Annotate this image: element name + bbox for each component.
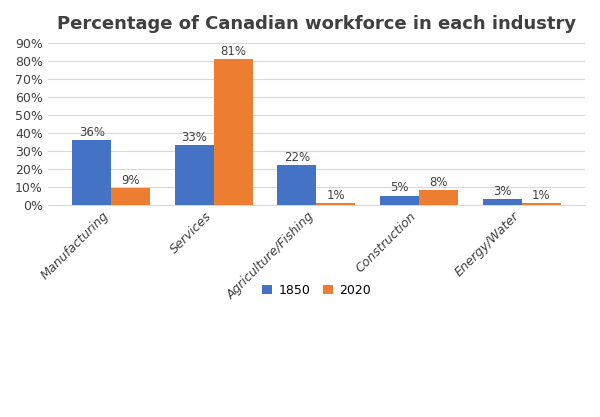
Text: 36%: 36% <box>79 126 105 139</box>
Bar <box>482 199 521 204</box>
Text: 5%: 5% <box>390 181 409 194</box>
Bar <box>277 165 316 204</box>
Text: 3%: 3% <box>493 185 511 198</box>
Bar <box>419 190 458 204</box>
Bar <box>111 188 150 204</box>
Text: 22%: 22% <box>284 151 310 164</box>
Bar <box>175 145 214 204</box>
Bar <box>521 203 560 204</box>
Bar <box>72 140 111 204</box>
Text: 33%: 33% <box>181 131 207 144</box>
Bar <box>214 59 253 204</box>
Text: 1%: 1% <box>326 188 345 202</box>
Bar <box>380 196 419 204</box>
Title: Percentage of Canadian workforce in each industry: Percentage of Canadian workforce in each… <box>57 15 576 33</box>
Bar <box>316 203 355 204</box>
Legend: 1850, 2020: 1850, 2020 <box>257 279 376 301</box>
Text: 1%: 1% <box>532 188 550 202</box>
Text: 81%: 81% <box>220 45 247 58</box>
Text: 8%: 8% <box>429 176 448 189</box>
Text: 9%: 9% <box>121 174 140 187</box>
